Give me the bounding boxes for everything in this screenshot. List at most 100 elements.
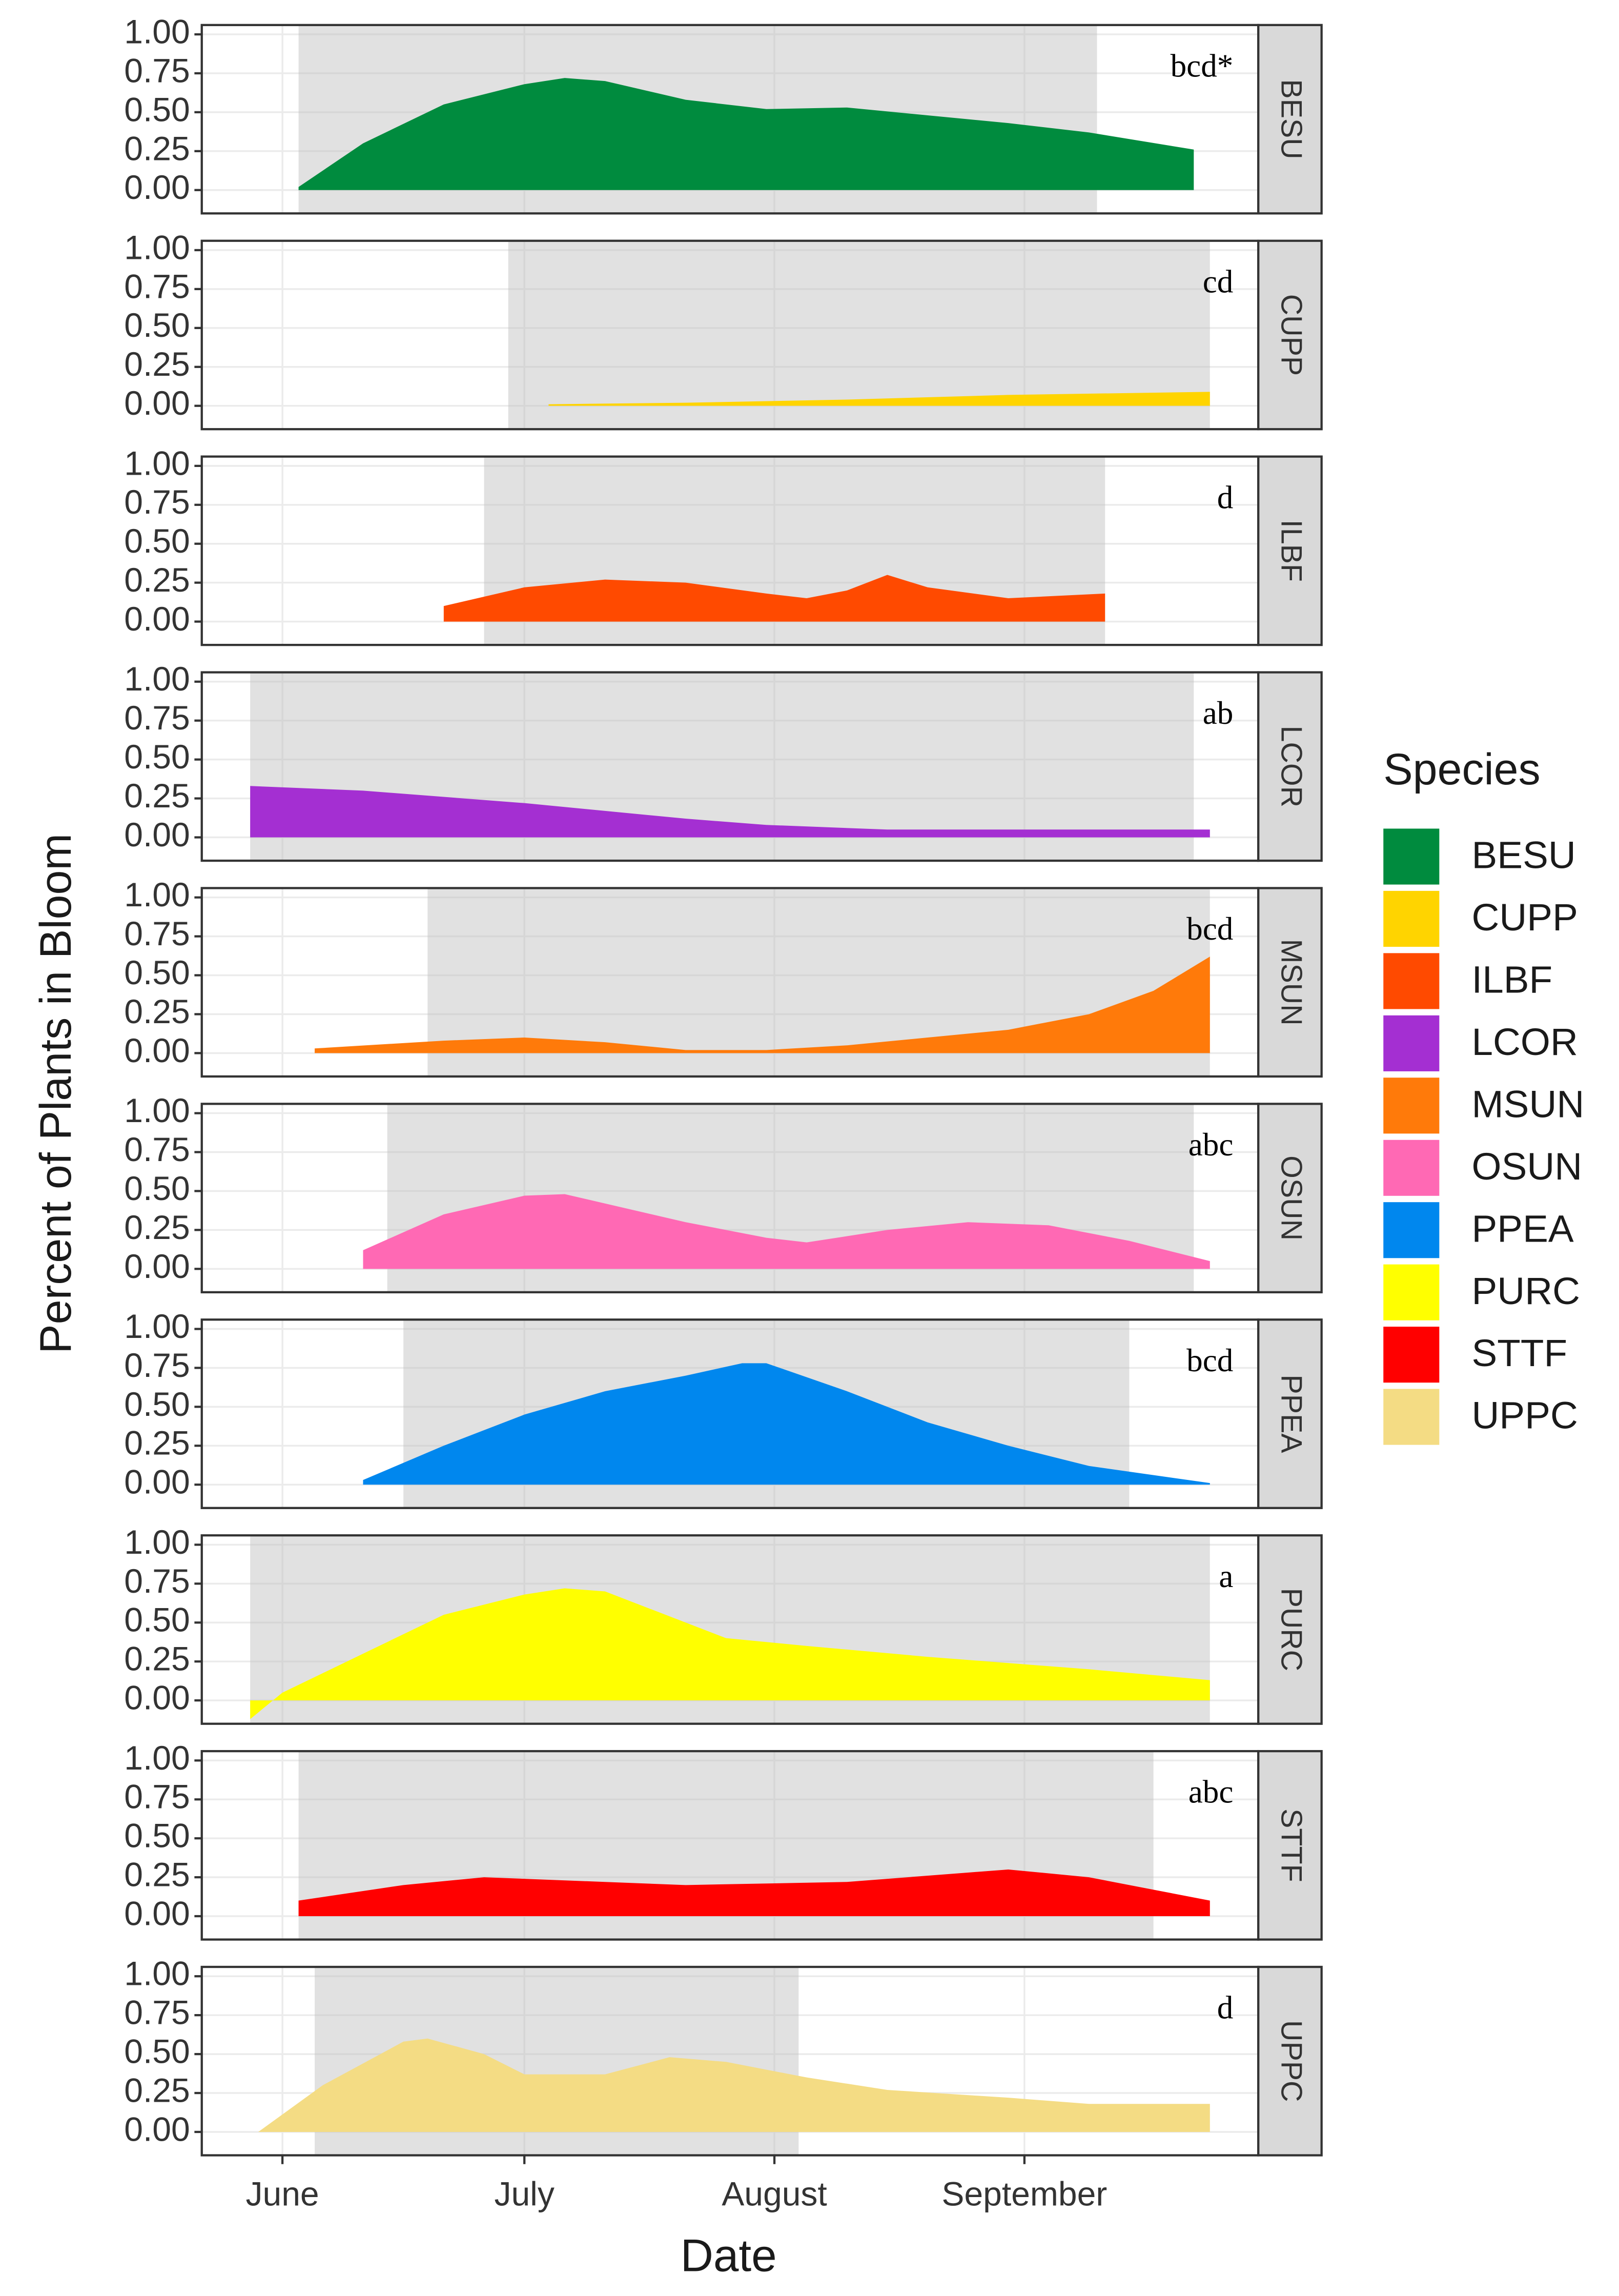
y-tick-label: 0.25 bbox=[124, 777, 190, 815]
y-tick-label: 0.25 bbox=[124, 1424, 190, 1462]
strip-label: CUPP bbox=[1275, 294, 1307, 376]
y-tick-label: 0.50 bbox=[124, 953, 190, 991]
legend-swatch bbox=[1383, 828, 1440, 885]
legend-swatch bbox=[1383, 1078, 1440, 1134]
y-tick-label: 0.00 bbox=[124, 1679, 190, 1717]
area bbox=[443, 575, 1105, 622]
annotation: cd bbox=[1203, 263, 1234, 299]
legend-swatch bbox=[1383, 1327, 1440, 1383]
area bbox=[298, 78, 1194, 190]
strip bbox=[1257, 1965, 1323, 2157]
y-tick-label: 0.00 bbox=[124, 816, 190, 854]
x-tick-label: June bbox=[246, 2175, 319, 2212]
strip-label: ILBF bbox=[1275, 520, 1307, 582]
legend-label: BESU bbox=[1472, 834, 1576, 877]
y-tick-label: 0.75 bbox=[124, 51, 190, 89]
annotation: bcd bbox=[1186, 911, 1233, 947]
legend-label: LCOR bbox=[1472, 1020, 1578, 1063]
strip bbox=[1257, 1318, 1323, 1509]
annotation: d bbox=[1217, 479, 1234, 515]
legend-label: PPEA bbox=[1472, 1207, 1574, 1250]
y-tick-label: 1.00 bbox=[124, 444, 190, 482]
panel bbox=[201, 672, 1259, 861]
x-tick-label: August bbox=[722, 2175, 827, 2212]
y-tick-label: 0.75 bbox=[124, 267, 190, 305]
y-tick-label: 0.50 bbox=[124, 738, 190, 776]
y-tick-label: 0.00 bbox=[124, 2110, 190, 2148]
y-tick-label: 0.00 bbox=[124, 1247, 190, 1285]
y-tick-label: 0.00 bbox=[124, 168, 190, 206]
panel bbox=[201, 1967, 1259, 2156]
annotation: abc bbox=[1188, 1774, 1234, 1810]
panel bbox=[201, 888, 1259, 1076]
annotation: bcd bbox=[1186, 1343, 1233, 1378]
y-tick-label: 0.75 bbox=[124, 1562, 190, 1600]
panel bbox=[201, 240, 1259, 430]
y-tick-label: 0.75 bbox=[124, 1994, 190, 2031]
panel bbox=[201, 456, 1259, 645]
strip-label: PPEA bbox=[1275, 1374, 1307, 1453]
y-tick-label: 0.50 bbox=[124, 1817, 190, 1855]
annotation: abc bbox=[1188, 1127, 1234, 1163]
strip-label: BESU bbox=[1275, 79, 1307, 159]
strip-label: PURC bbox=[1275, 1588, 1307, 1672]
y-tick-label: 0.25 bbox=[124, 992, 190, 1030]
y-tick-label: 0.75 bbox=[124, 699, 190, 737]
strip bbox=[1257, 239, 1323, 431]
panel bbox=[201, 1535, 1259, 1724]
legend-swatch bbox=[1383, 1015, 1440, 1071]
area bbox=[548, 392, 1210, 406]
strip bbox=[1257, 1534, 1323, 1725]
panel bbox=[201, 25, 1259, 214]
area bbox=[298, 1869, 1210, 1917]
annotation: a bbox=[1219, 1558, 1233, 1594]
strip bbox=[1257, 24, 1323, 215]
y-tick-label: 0.00 bbox=[124, 384, 190, 422]
area bbox=[315, 957, 1210, 1053]
y-tick-label: 0.25 bbox=[124, 2071, 190, 2109]
y-tick-label: 0.50 bbox=[124, 1601, 190, 1639]
y-tick-label: 0.50 bbox=[124, 522, 190, 560]
annotation: ab bbox=[1203, 695, 1234, 731]
y-tick-label: 0.00 bbox=[124, 600, 190, 638]
strip bbox=[1257, 1750, 1323, 1941]
legend-label: PURC bbox=[1472, 1269, 1581, 1312]
y-tick-label: 1.00 bbox=[124, 12, 190, 50]
legend-label: OSUN bbox=[1472, 1145, 1583, 1188]
y-tick-label: 0.25 bbox=[124, 1856, 190, 1894]
strip bbox=[1257, 1103, 1323, 1294]
y-tick-label: 0.25 bbox=[124, 561, 190, 599]
y-tick-label: 0.75 bbox=[124, 1778, 190, 1816]
y-tick-label: 1.00 bbox=[124, 1739, 190, 1777]
x-tick-label: July bbox=[494, 2175, 554, 2212]
y-axis-label: Percent of Plants in Bloom bbox=[31, 834, 80, 1354]
y-tick-label: 1.00 bbox=[124, 1307, 190, 1345]
area bbox=[250, 786, 1210, 838]
strip-label: LCOR bbox=[1275, 726, 1307, 808]
strip bbox=[1257, 455, 1323, 646]
y-tick-label: 0.50 bbox=[124, 90, 190, 128]
x-tick-label: September bbox=[941, 2175, 1107, 2212]
strip-label: STTF bbox=[1275, 1809, 1307, 1882]
y-tick-label: 0.25 bbox=[124, 1640, 190, 1678]
legend-label: UPPC bbox=[1472, 1394, 1578, 1437]
legend-label: MSUN bbox=[1472, 1082, 1585, 1125]
y-tick-label: 0.25 bbox=[124, 345, 190, 383]
area bbox=[258, 2038, 1210, 2132]
area bbox=[363, 1363, 1210, 1485]
y-tick-label: 0.50 bbox=[124, 1169, 190, 1207]
legend-swatch bbox=[1383, 953, 1440, 1009]
y-tick-label: 1.00 bbox=[124, 228, 190, 266]
y-tick-label: 1.00 bbox=[124, 1091, 190, 1129]
legend-title: Species bbox=[1383, 745, 1540, 794]
y-tick-label: 0.75 bbox=[124, 915, 190, 952]
y-tick-label: 0.50 bbox=[124, 306, 190, 344]
strip-label: MSUN bbox=[1275, 939, 1307, 1026]
y-tick-label: 0.00 bbox=[124, 1031, 190, 1069]
y-tick-label: 0.50 bbox=[124, 1385, 190, 1423]
strip bbox=[1257, 671, 1323, 862]
y-tick-label: 1.00 bbox=[124, 1955, 190, 1993]
y-tick-label: 0.75 bbox=[124, 483, 190, 521]
y-tick-label: 0.75 bbox=[124, 1346, 190, 1384]
